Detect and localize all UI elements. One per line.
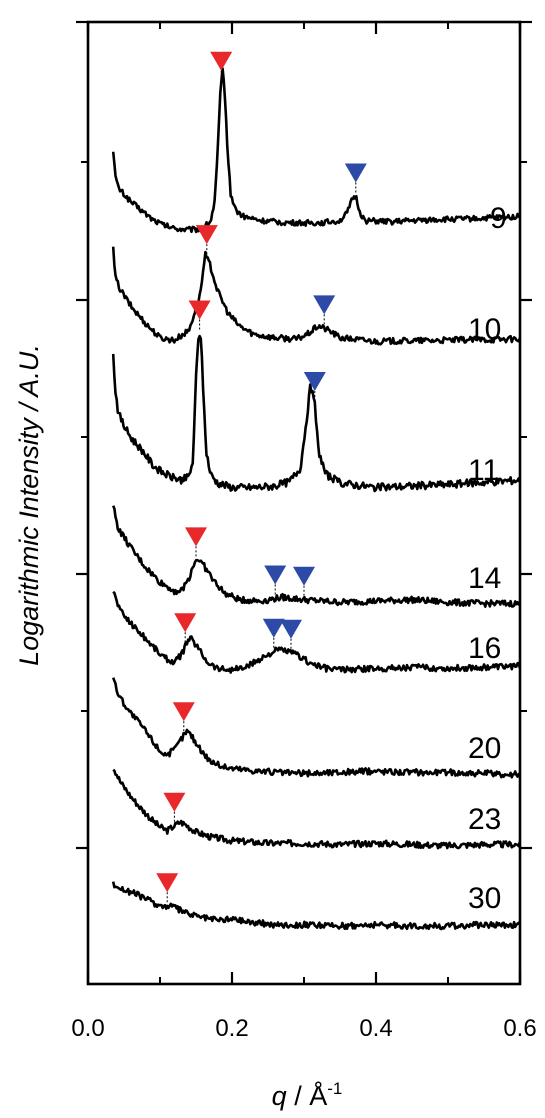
series-label-23: 23 xyxy=(468,803,501,836)
blue-peak-marker-9 xyxy=(344,163,367,183)
series-label-11: 11 xyxy=(468,454,499,487)
series-line-16 xyxy=(112,590,522,674)
axis-ticks xyxy=(76,20,532,984)
peak-marker-layer xyxy=(156,51,367,903)
series-layer xyxy=(111,67,522,931)
x-tick-label: 0.0 xyxy=(71,1015,104,1042)
series-line-10 xyxy=(111,246,522,346)
series-label-20: 20 xyxy=(468,732,501,765)
red-peak-marker-23 xyxy=(163,792,186,812)
x-tick-labels: 0.0 0.2 0.4 0.6 xyxy=(71,1015,536,1042)
series-label-10: 10 xyxy=(468,313,501,346)
red-peak-marker-11 xyxy=(188,300,211,320)
series-line-11 xyxy=(111,334,522,493)
blue-peak-marker-14 xyxy=(293,566,315,586)
red-peak-marker-10 xyxy=(195,225,218,245)
plot-frame xyxy=(86,20,522,986)
blue-peak-marker-11 xyxy=(303,372,326,391)
blue-peak-marker-16 xyxy=(280,619,302,639)
series-label-16: 16 xyxy=(468,632,501,665)
series-label-30: 30 xyxy=(468,882,501,915)
series-line-23 xyxy=(112,768,522,850)
x-axis-title: q / Å-1 xyxy=(272,1079,343,1111)
series-labels: 9 10 11 14 16 20 23 30 xyxy=(468,202,507,915)
blue-peak-marker-16 xyxy=(262,618,285,638)
x-tick-label: 0.4 xyxy=(359,1015,392,1042)
x-tick-label: 0.2 xyxy=(215,1015,248,1042)
series-line-14 xyxy=(111,505,521,608)
series-line-30 xyxy=(111,881,522,931)
red-peak-marker-9 xyxy=(210,51,233,71)
x-tick-label: 0.6 xyxy=(503,1015,536,1042)
series-line-9 xyxy=(111,67,521,234)
series-line-20 xyxy=(111,677,521,779)
red-peak-marker-20 xyxy=(172,702,195,722)
series-label-14: 14 xyxy=(468,562,501,595)
series-label-9: 9 xyxy=(490,202,507,235)
blue-peak-marker-10 xyxy=(313,295,336,315)
y-axis-title: Logarithmic Intensity / A.U. xyxy=(14,344,44,666)
red-peak-marker-30 xyxy=(156,873,179,893)
blue-peak-marker-14 xyxy=(264,565,287,585)
red-peak-marker-14 xyxy=(185,527,207,547)
red-peak-marker-16 xyxy=(174,613,197,633)
